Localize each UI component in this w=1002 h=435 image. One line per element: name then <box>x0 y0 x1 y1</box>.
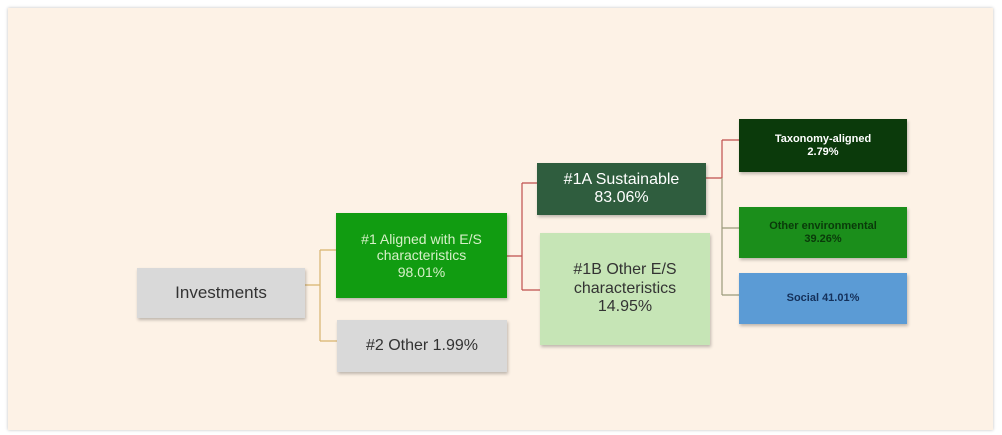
connector <box>305 249 337 342</box>
node-box: Taxonomy-aligned 2.79% <box>739 119 907 172</box>
node-label: 2.79% <box>807 145 839 158</box>
node-box: #1 Aligned with E/S characteristics 98.01% <box>336 213 507 298</box>
node-label: 98.01% <box>397 263 446 280</box>
node-label: 83.06% <box>594 189 649 206</box>
node-box: Investments <box>137 268 305 318</box>
node-box: #1A Sustainable 83.06% <box>537 163 706 215</box>
node-label: Social 41.01% <box>786 292 860 305</box>
connector <box>507 182 540 291</box>
connector <box>706 139 739 179</box>
node-box: Other environmental 39.26% <box>739 207 907 258</box>
node-box: Social 41.01% <box>739 273 907 324</box>
node-label: characteristics <box>376 247 467 264</box>
node-box: #1B Other E/S characteristics 14.95% <box>540 233 710 345</box>
connector <box>721 178 739 296</box>
node-label: #1 Aligned with E/S <box>361 231 482 248</box>
node-label: #1B Other E/S <box>573 261 677 279</box>
node-label: #1A Sustainable <box>563 170 680 188</box>
node-label: characteristics <box>573 279 677 297</box>
node-box: #2 Other 1.99% <box>337 320 507 372</box>
node-label: Investments <box>175 283 267 303</box>
node-label: Other environmental <box>769 219 877 232</box>
node-label: #2 Other 1.99% <box>365 336 479 354</box>
node-label: 14.95% <box>597 298 653 316</box>
node-label: 39.26% <box>804 232 842 245</box>
node-label: Taxonomy-aligned <box>774 132 872 145</box>
connectors <box>305 139 739 342</box>
